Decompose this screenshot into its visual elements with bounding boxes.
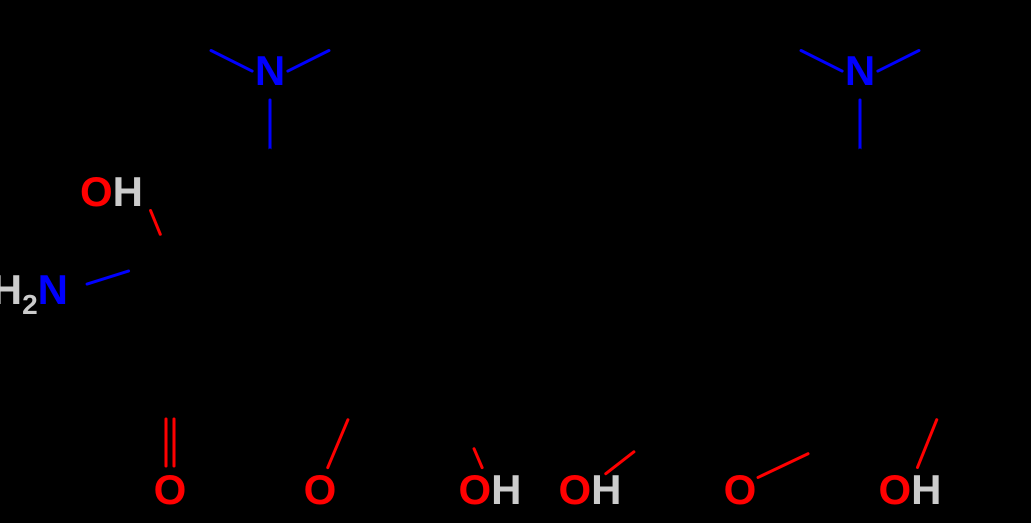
atom-oh2: OH	[458, 466, 521, 513]
atom-o2: O	[304, 466, 337, 513]
atom-oh1: OH	[80, 168, 143, 215]
atom-o1: O	[154, 466, 187, 513]
atom-oh3: OH	[558, 466, 621, 513]
bonds	[87, 30, 960, 477]
molecule-diagram: N N OH H2N O O OH OH O OH	[0, 0, 1031, 523]
atom-nh2: H2N	[0, 266, 68, 320]
atom-o3: O	[724, 466, 757, 513]
atom-n_top_l: N	[255, 47, 285, 94]
atom-n_top_r: N	[845, 47, 875, 94]
atom-oh4: OH	[878, 466, 941, 513]
